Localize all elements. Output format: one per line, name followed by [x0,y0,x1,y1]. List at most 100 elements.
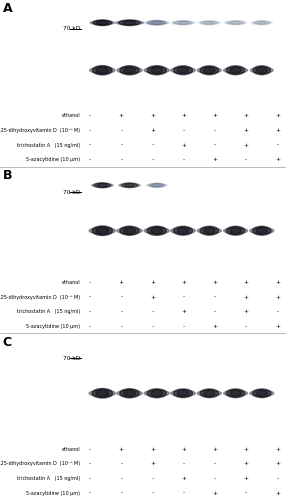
Ellipse shape [97,20,108,25]
Ellipse shape [117,67,142,73]
Text: 1,25-dihydroxyvitamin D  (10⁻⁸ M): 1,25-dihydroxyvitamin D (10⁻⁸ M) [0,462,80,466]
Text: -: - [89,310,91,314]
Text: +: + [181,142,186,148]
Ellipse shape [151,390,163,397]
Text: +: + [244,476,249,481]
Ellipse shape [256,390,267,396]
Text: ethanol: ethanol [61,447,80,452]
Ellipse shape [251,67,273,73]
Text: +: + [275,157,280,162]
Text: -: - [120,142,122,148]
Text: +: + [244,310,249,314]
Text: B: B [3,169,12,182]
Text: -: - [120,294,122,300]
Text: +: + [150,447,155,452]
Ellipse shape [200,226,219,235]
Ellipse shape [151,21,162,24]
Ellipse shape [93,20,112,26]
Text: +: + [181,114,186,118]
Ellipse shape [253,389,271,398]
Ellipse shape [144,67,169,73]
Text: +: + [244,447,249,452]
Text: +: + [244,462,249,466]
Ellipse shape [93,66,112,75]
Ellipse shape [177,390,189,396]
Text: +: + [275,114,280,118]
Text: -: - [89,324,91,329]
Text: +: + [150,294,155,300]
Text: +: + [150,128,155,133]
Ellipse shape [204,21,214,24]
Text: -: - [89,294,91,300]
Ellipse shape [124,66,135,74]
Ellipse shape [92,226,112,235]
Text: trichostatin A   (15 ng/ml): trichostatin A (15 ng/ml) [17,142,80,148]
Text: -: - [245,490,247,496]
Text: -: - [152,142,154,148]
Text: +: + [275,280,280,285]
Ellipse shape [177,66,189,74]
Ellipse shape [224,228,248,234]
Text: -: - [214,128,216,133]
Text: -: - [120,490,122,496]
Ellipse shape [230,390,241,396]
Text: -: - [89,128,91,133]
Text: -: - [152,310,154,314]
Ellipse shape [197,228,221,234]
Ellipse shape [198,22,221,24]
Ellipse shape [171,67,195,73]
Text: +: + [119,447,124,452]
Text: +: + [275,490,280,496]
Ellipse shape [124,390,135,397]
Text: -: - [89,157,91,162]
Text: -: - [89,280,91,285]
Ellipse shape [144,390,169,396]
Ellipse shape [204,66,215,74]
Ellipse shape [174,389,192,398]
Ellipse shape [230,66,241,74]
Ellipse shape [96,66,108,74]
Text: +: + [181,280,186,285]
Text: +: + [119,280,124,285]
Ellipse shape [200,21,218,24]
Text: +: + [244,114,249,118]
Ellipse shape [117,390,142,396]
Text: +: + [212,324,217,329]
Text: +: + [275,128,280,133]
Text: +: + [150,462,155,466]
Ellipse shape [171,22,195,24]
Ellipse shape [224,22,247,24]
Text: trichostatin A   (15 ng/ml): trichostatin A (15 ng/ml) [17,310,80,314]
Ellipse shape [251,22,273,24]
Ellipse shape [204,390,215,396]
Ellipse shape [147,389,166,398]
Text: 70 kD: 70 kD [63,190,80,195]
Text: 5-azacytidine (10 μm): 5-azacytidine (10 μm) [26,490,80,496]
Text: -: - [276,476,279,481]
Text: trichostatin A   (15 ng/ml): trichostatin A (15 ng/ml) [17,476,80,481]
Text: +: + [181,447,186,452]
Ellipse shape [253,66,271,74]
Text: -: - [183,462,185,466]
Ellipse shape [123,20,136,25]
Ellipse shape [89,390,116,396]
Ellipse shape [92,184,113,187]
Ellipse shape [250,228,274,234]
Ellipse shape [171,228,195,234]
Ellipse shape [257,66,267,74]
Text: -: - [183,128,185,133]
Ellipse shape [147,66,166,75]
Ellipse shape [224,67,248,73]
Text: +: + [244,128,249,133]
Ellipse shape [151,66,163,74]
Text: +: + [181,476,186,481]
Text: +: + [181,310,186,314]
Ellipse shape [257,21,267,24]
Text: -: - [89,114,91,118]
Text: +: + [212,157,217,162]
Ellipse shape [96,227,108,234]
Ellipse shape [119,20,140,26]
Ellipse shape [151,227,163,234]
Ellipse shape [89,228,116,234]
Text: +: + [212,490,217,496]
